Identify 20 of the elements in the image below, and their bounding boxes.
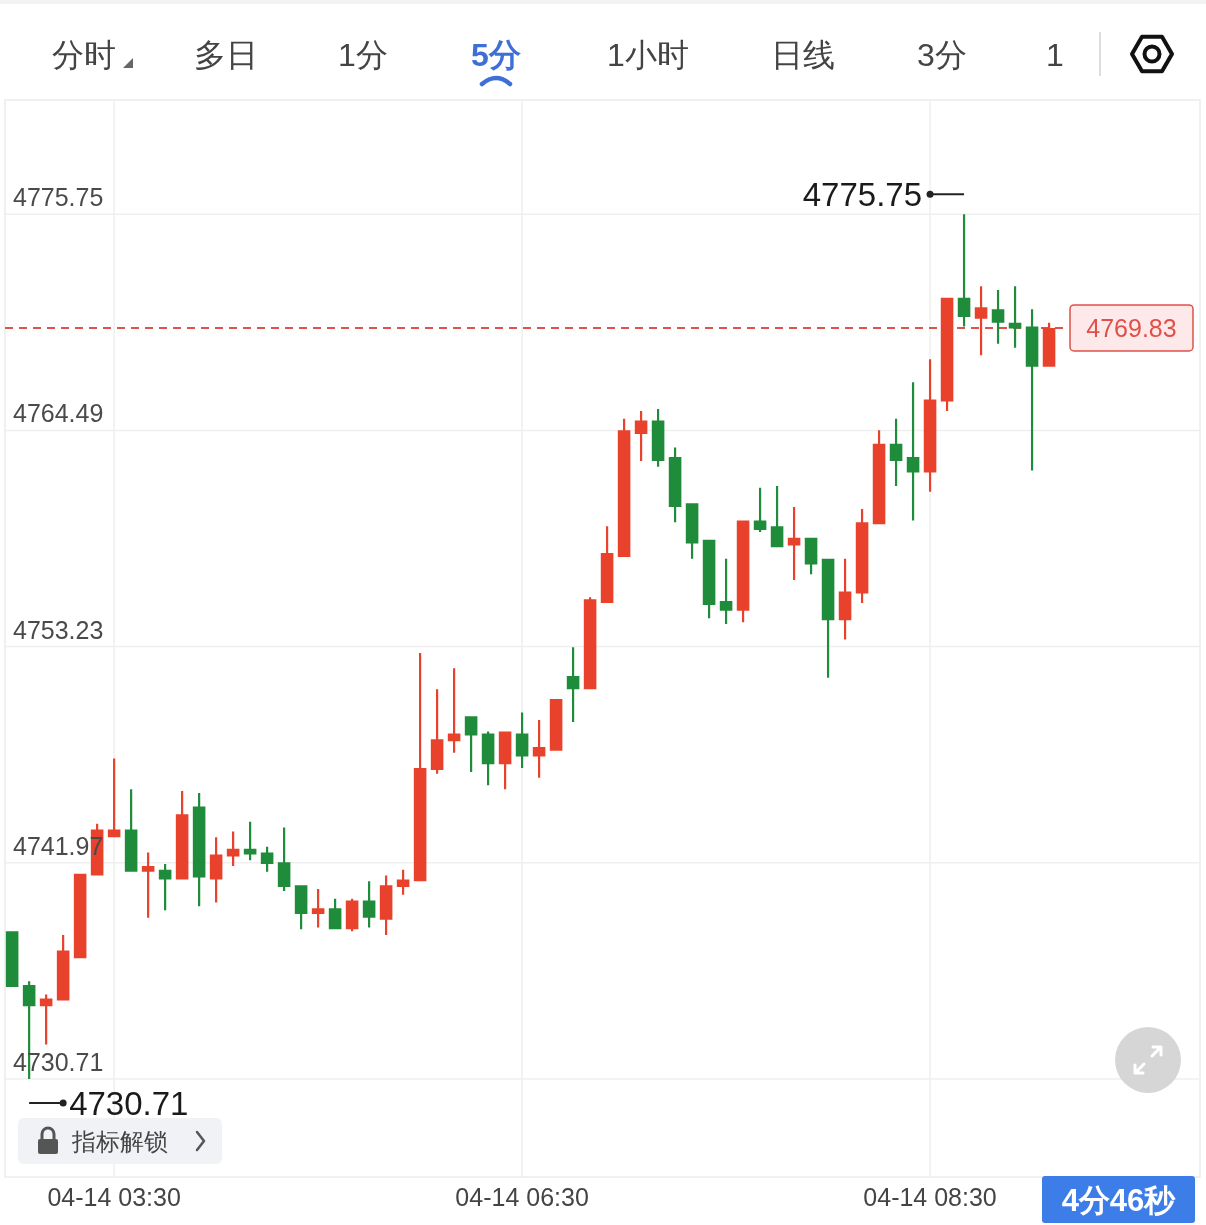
x-tick-label: 04-14 03:30 [47, 1183, 181, 1211]
indicator-unlock-button: 指标解锁 [18, 1118, 222, 1164]
ref-line-label: 4769.83 [1069, 304, 1194, 352]
annotation: 指标解锁 [71, 1128, 168, 1155]
y-tick-label: 4764.49 [13, 399, 104, 428]
text: 分时 [52, 37, 116, 73]
text: 1分 [338, 37, 388, 73]
text: 3分 [917, 37, 967, 73]
countdown-badge: 4分46秒 [1042, 1176, 1195, 1223]
annotation: 4775.75 [802, 176, 923, 214]
text: 1小时 [607, 37, 689, 73]
x-tick-label: 04-14 08:30 [863, 1183, 997, 1211]
ref-line-label: 4769.83 [1086, 313, 1177, 342]
text: 1 [1046, 37, 1064, 73]
text: 5分 [471, 37, 521, 73]
y-tick-label: 4775.75 [13, 183, 104, 212]
y-tick-label: 4753.23 [13, 615, 104, 644]
text: 日线 [771, 37, 835, 73]
x-tick-label: 04-14 06:30 [455, 1183, 589, 1211]
text: 多日 [194, 37, 258, 73]
